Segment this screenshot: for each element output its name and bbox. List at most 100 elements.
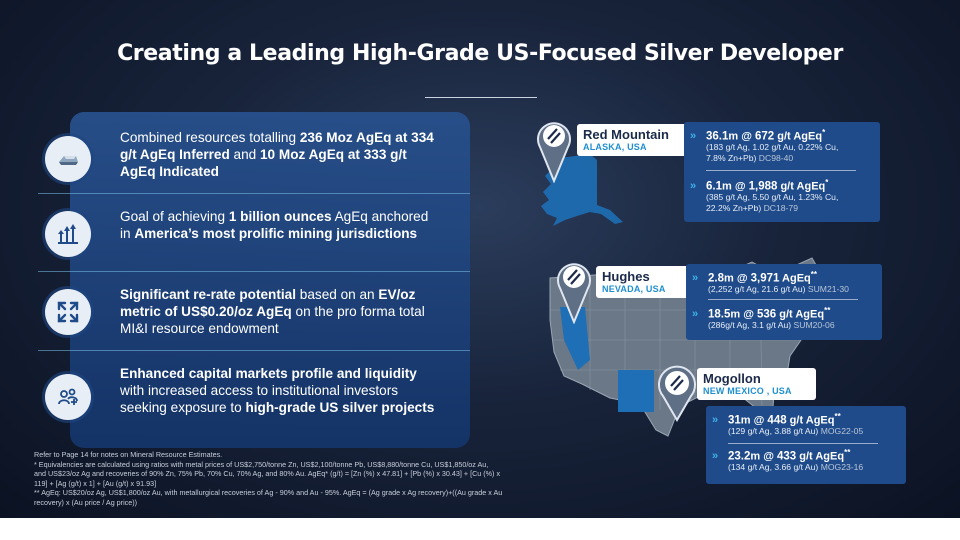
site-location: NEW MEXICO , USA [703, 386, 792, 396]
footnote-line: and US$23/oz Ag and recoveries of 90% Zn… [34, 469, 501, 478]
intercept-length-unit: m @ [740, 414, 768, 427]
drill-hole-id: DC18-79 [763, 202, 798, 213]
drill-hole-id: MOG22-05 [820, 426, 864, 436]
highlight-text-run: Significant re-rate potential [120, 287, 296, 302]
highlight-text-goal: Goal of achieving 1 billion ounces AgEq … [120, 208, 440, 242]
footnote-line: Refer to Page 14 for notes on Mineral Re… [34, 450, 223, 459]
highlight-text-run: America’s most prolific mining jurisdict… [134, 226, 418, 241]
location-pin-red-mountain[interactable] [535, 117, 573, 188]
item-divider [38, 350, 470, 351]
stats-box-hughes: » 2.8m @ 3,971 AgEq** (2,252 g/t Ag, 21.6 … [686, 264, 882, 340]
chevron-right-icon: » [690, 130, 697, 142]
alaska-map [541, 154, 623, 226]
new-mexico-state [618, 370, 654, 412]
highlight-text-resources: Combined resources totalling 236 Moz AgE… [120, 129, 440, 180]
footnote-line: * Equivalencies are calculated using rat… [34, 459, 489, 469]
intercept-grade: 448 [767, 414, 787, 427]
intercept-headline: 36.1m @ 672 g/t AgEq* [706, 128, 825, 143]
intercept-assay: (183 g/t Ag, 1.02 g/t Au, 0.22% Cu, [706, 142, 839, 152]
footnote-line: ** AgEq: US$20/oz Ag, US$1,800/oz Au, wi… [34, 488, 503, 497]
intercept-grade-unit: g/t AgEq [776, 308, 825, 321]
intercept-headline: 6.1m @ 1,988 g/t AgEq* [706, 178, 828, 193]
highlight-text-run: 1 billion ounces [228, 209, 332, 224]
site-label-hughes: Hughes NEVADA, USA [596, 266, 690, 298]
intercept-length-unit: m @ [722, 180, 749, 193]
intercept-grade: 672 [755, 130, 775, 143]
stats-box-red-mountain: » 36.1m @ 672 g/t AgEq* (183 g/t Ag, 1.02 … [684, 122, 880, 222]
highlight-text-run: based on an [296, 287, 379, 302]
intercept-length-unit: m @ [728, 130, 756, 143]
slide-title: Creating a Leading High-Grade US-Focused… [117, 41, 843, 66]
footnote-marker: ** [810, 270, 818, 279]
chevron-right-icon: » [690, 180, 697, 192]
intercept-headline: 31m @ 448 g/t AgEq** [728, 412, 841, 427]
highlight-text-run: with increased access to institutional i… [120, 383, 399, 415]
chevron-right-icon: » [712, 414, 719, 426]
intercept-grade: 3,971 [750, 272, 780, 285]
site-name: Mogollon [703, 371, 761, 386]
intercept-grade: 536 [757, 308, 777, 321]
chevron-right-icon: » [712, 450, 719, 462]
investors-icon [45, 374, 91, 420]
intercept-detail-line: (286g/t Ag, 3.1 g/t Au) SUM20-06 [708, 320, 835, 331]
nevada-state [560, 307, 590, 370]
highlight-text-run: Enhanced capital markets profile and liq… [120, 366, 417, 381]
highlight-text-run: Goal of achieving [120, 209, 229, 224]
footnote-marker: * [825, 178, 829, 187]
highlight-text-run: AgEq anchored in [120, 209, 429, 241]
intercept-assay: 22.2% Zn+Pb) [706, 202, 762, 213]
intercept-detail-line: (183 g/t Ag, 1.02 g/t Au, 0.22% Cu, [706, 142, 838, 153]
intercept-length: 18.5 [708, 308, 731, 321]
highlight-text-run: high-grade US silver projects [245, 400, 435, 415]
chevron-right-icon: » [692, 308, 699, 320]
drill-hole-id: SUM20-06 [793, 320, 835, 330]
intercept-length: 31 [728, 414, 741, 427]
intercept-assay: (2,252 g/t Ag, 21.6 g/t Au) [708, 284, 806, 294]
intercept-length: 36.1 [706, 130, 729, 143]
site-name: Red Mountain [583, 127, 669, 142]
stat-divider [708, 299, 858, 300]
drill-hole-id: SUM21-30 [807, 284, 849, 294]
intercept-assay: (129 g/t Ag, 3.88 g/t Au) [728, 426, 819, 436]
site-label-red-mountain: Red Mountain ALASKA, USA [577, 124, 693, 156]
footnote-line: recovery) x (Au price / Ag price)) [34, 497, 138, 507]
footnote-line: 119] + [Ag (g/t) x 1] + [Au (g/t) x 91.9… [34, 478, 157, 488]
intercept-length: 23.2 [728, 450, 751, 463]
intercept-detail-line: (2,252 g/t Ag, 21.6 g/t Au) SUM21-30 [708, 284, 849, 295]
highlight-text-run: and [229, 147, 260, 162]
intercept-detail: (286g/t Ag, 3.1 g/t Au) SUM20-06 [708, 320, 835, 331]
site-location: ALASKA, USA [583, 142, 647, 152]
drill-hole-id: DC98-40 [758, 152, 794, 163]
intercept-grade-unit: g/t AgEq [774, 130, 823, 143]
intercept-detail-line: 7.8% Zn+Pb) DC98-40 [706, 153, 838, 164]
site-location: NEVADA, USA [602, 284, 666, 294]
intercept-assay: 7.8% Zn+Pb) [706, 152, 757, 163]
bottom-bar [0, 518, 960, 540]
location-pin-mogollon[interactable] [655, 362, 699, 427]
intercept-headline: 2.8m @ 3,971 AgEq** [708, 270, 817, 285]
location-pin-hughes[interactable] [555, 258, 593, 329]
highlight-text-rerate: Significant re-rate potential based on a… [120, 286, 440, 337]
intercept-detail: (385 g/t Ag, 5.50 g/t Au, 1.23% Cu, 22.2%… [706, 192, 838, 213]
site-label-mogollon: Mogollon NEW MEXICO , USA [697, 368, 816, 400]
highlights-panel [70, 112, 470, 448]
drill-hole-id: MOG23-16 [820, 462, 864, 472]
intercept-detail: (129 g/t Ag, 3.88 g/t Au) MOG22-05 [728, 426, 863, 437]
footnotes: Refer to Page 14 for notes on Mineral Re… [34, 450, 554, 507]
item-divider [38, 193, 470, 194]
stat-divider [728, 443, 878, 444]
item-divider [38, 271, 470, 272]
intercept-assay: (286g/t Ag, 3.1 g/t Au) [708, 320, 792, 330]
intercept-assay: (134 g/t Ag, 3.66 g/t Au) [728, 462, 819, 472]
intercept-length-unit: m @ [724, 272, 751, 285]
title-divider [425, 97, 537, 98]
expand-arrows-icon [45, 289, 91, 335]
intercept-grade: 433 [777, 450, 797, 463]
highlight-text-run: Combined resources totalling [120, 130, 300, 145]
intercept-grade-unit: AgEq [779, 272, 811, 285]
highlight-text-run: on the pro forma total MI&I resource end… [120, 304, 425, 336]
stat-divider [706, 170, 856, 171]
footnote-marker: ** [844, 448, 851, 457]
highlight-text-run: 10 Moz AgEq at 333 g/t AgEq Indicated [120, 147, 407, 179]
footnote-marker: ** [834, 412, 841, 421]
